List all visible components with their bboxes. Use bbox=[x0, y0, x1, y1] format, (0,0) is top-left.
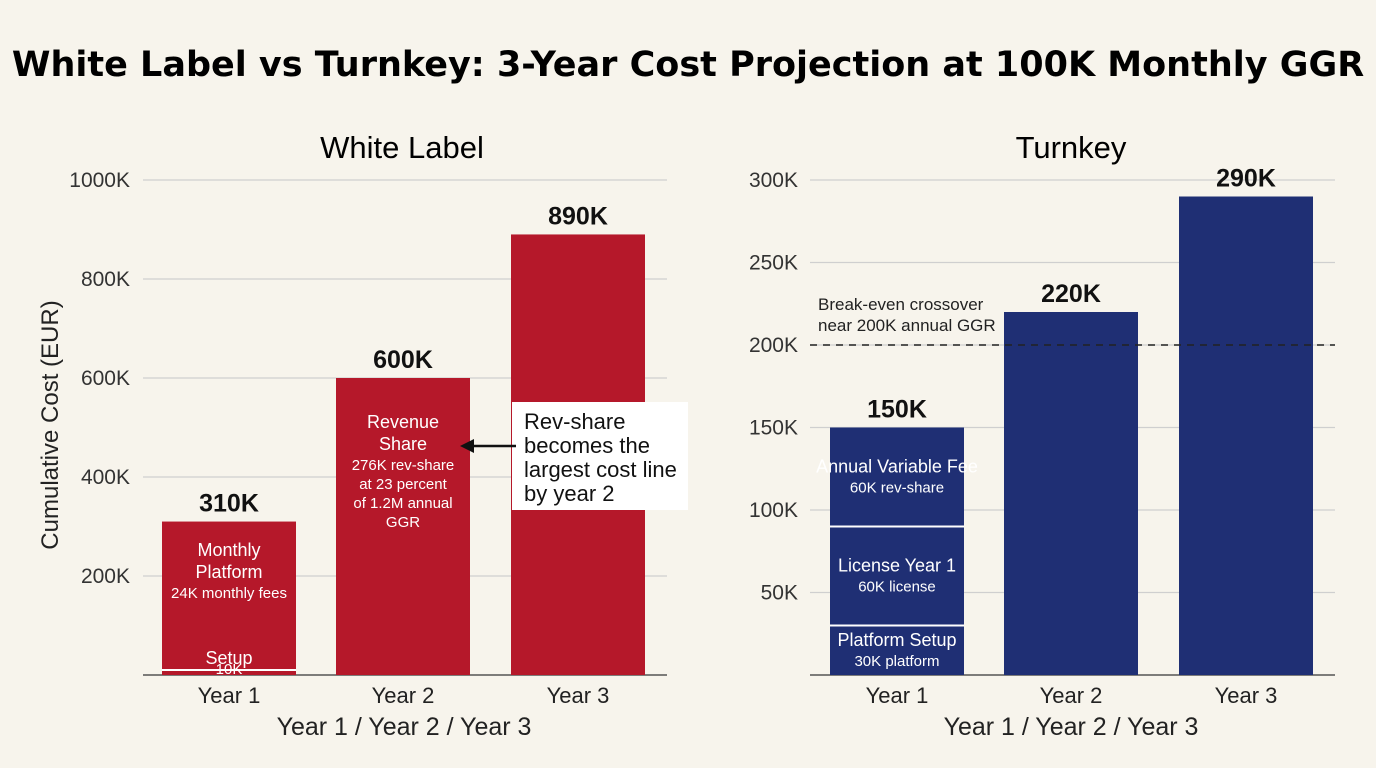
wl-segment-sublabel: 276K rev-share bbox=[352, 457, 455, 474]
white-label-x-axis-label: Year 1 / Year 2 / Year 3 bbox=[277, 713, 532, 741]
turnkey-panel-title: Turnkey bbox=[1016, 130, 1127, 165]
tk-x-tick-label: Year 2 bbox=[1040, 683, 1103, 708]
wl-segment-sublabel: 10K bbox=[216, 661, 243, 678]
tk-segment-sublabel: 60K rev-share bbox=[850, 480, 944, 497]
tk-segment-sublabel: 30K platform bbox=[854, 653, 939, 670]
wl-segment-sublabel: 24K monthly fees bbox=[171, 585, 287, 602]
tk-bar-year-1 bbox=[830, 427, 964, 675]
white-label-panel-title: White Label bbox=[320, 130, 484, 165]
annotation-box bbox=[512, 402, 688, 510]
wl-total-label: 890K bbox=[548, 202, 608, 230]
tk-total-label: 220K bbox=[1041, 280, 1101, 308]
tk-y-tick-label: 250K bbox=[749, 252, 798, 275]
annotation-arrowhead bbox=[460, 439, 474, 453]
wl-segment-label: Setup bbox=[205, 648, 252, 668]
wl-bar-year-1 bbox=[162, 521, 296, 675]
tk-y-tick-label: 300K bbox=[749, 169, 798, 192]
wl-y-tick-label: 600K bbox=[81, 367, 130, 390]
tk-segment-sublabel: 60K license bbox=[858, 579, 936, 596]
wl-x-tick-label: Year 3 bbox=[547, 683, 610, 708]
wl-y-tick-label: 400K bbox=[81, 466, 130, 489]
tk-x-tick-label: Year 1 bbox=[866, 683, 929, 708]
tk-bar-year-3 bbox=[1179, 196, 1313, 675]
turnkey-x-axis-label: Year 1 / Year 2 / Year 3 bbox=[944, 713, 1199, 741]
break-even-label: near 200K annual GGR bbox=[818, 316, 996, 335]
tk-total-label: 290K bbox=[1216, 165, 1276, 193]
tk-x-tick-label: Year 3 bbox=[1215, 683, 1278, 708]
turnkey-panel: Turnkey Year 1 / Year 2 / Year 3 50K 100K… bbox=[749, 130, 1335, 741]
wl-segment-sublabel: of 1.2M annual bbox=[353, 495, 452, 512]
wl-segment-label: Monthly bbox=[197, 540, 260, 560]
tk-y-tick-label: 50K bbox=[761, 582, 798, 605]
tk-segment-label: Platform Setup bbox=[837, 630, 956, 650]
tk-total-label: 150K bbox=[867, 396, 927, 424]
wl-x-tick-label: Year 1 bbox=[198, 683, 261, 708]
wl-y-tick-label: 800K bbox=[81, 268, 130, 291]
white-label-y-axis-label: Cumulative Cost (EUR) bbox=[37, 300, 64, 549]
tk-bar-year-2 bbox=[1004, 312, 1138, 675]
tk-segment-label: Annual Variable Fee bbox=[816, 457, 978, 477]
wl-segment-sublabel: at 23 percent bbox=[359, 476, 447, 493]
wl-y-tick-label: 200K bbox=[81, 565, 130, 588]
wl-segment-sublabel: GGR bbox=[386, 514, 420, 531]
wl-segment-label: Platform bbox=[195, 562, 262, 582]
wl-segment-label: Revenue bbox=[367, 412, 439, 432]
rev-share-annotation: Rev-share becomes the largest cost line by … bbox=[460, 402, 688, 510]
wl-bar-year-2 bbox=[336, 378, 470, 675]
white-label-panel: White Label Cumulative Cost (EUR) Year 1… bbox=[37, 130, 688, 741]
wl-y-tick-label: 1000K bbox=[69, 169, 130, 192]
wl-segment-label: Share bbox=[379, 434, 427, 454]
figure-title: White Label vs Turnkey: 3-Year Cost Proj… bbox=[12, 45, 1364, 85]
tk-y-tick-label: 150K bbox=[749, 417, 798, 440]
wl-x-tick-label: Year 2 bbox=[372, 683, 435, 708]
tk-y-tick-label: 200K bbox=[749, 334, 798, 357]
tk-y-tick-label: 100K bbox=[749, 499, 798, 522]
wl-total-label: 600K bbox=[373, 346, 433, 374]
wl-total-label: 310K bbox=[199, 490, 259, 518]
tk-segment-label: License Year 1 bbox=[838, 556, 956, 576]
annotation-text: Rev-share becomes the largest cost line by … bbox=[524, 409, 677, 506]
break-even-label: Break-even crossover bbox=[818, 295, 984, 314]
